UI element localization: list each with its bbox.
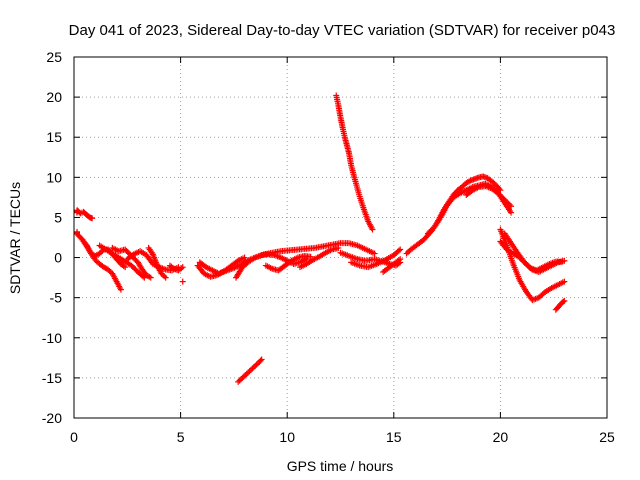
data-point bbox=[561, 278, 568, 285]
y-tick-label: -5 bbox=[50, 290, 63, 306]
x-tick-label: 20 bbox=[493, 429, 509, 445]
y-axis-label: SDTVAR / TECUs bbox=[7, 182, 23, 294]
y-tick-label: -15 bbox=[42, 370, 62, 386]
data-point bbox=[335, 244, 342, 251]
y-tick-label: -20 bbox=[42, 410, 62, 426]
series-arc-q bbox=[348, 246, 404, 271]
series-arc-d bbox=[96, 242, 148, 281]
data-point bbox=[179, 264, 186, 271]
axis-ticks: 0 5 10 15 20 25 -20 -15 -10 -5 0 5 10 15 20 25 bbox=[42, 49, 615, 445]
data-point bbox=[179, 278, 186, 285]
series-arc-o bbox=[296, 244, 342, 271]
series-arc-w bbox=[463, 183, 515, 210]
data-point bbox=[147, 274, 154, 281]
y-tick-label: 15 bbox=[46, 129, 62, 145]
data-point bbox=[241, 254, 248, 261]
series-arc-a bbox=[74, 207, 96, 222]
data-point bbox=[117, 286, 124, 293]
series-arc-m bbox=[252, 240, 378, 261]
data-point bbox=[497, 187, 504, 194]
data-point bbox=[258, 356, 265, 363]
data-point bbox=[508, 209, 515, 216]
data-point bbox=[559, 258, 566, 265]
data-point bbox=[508, 203, 515, 210]
y-tick-label: 10 bbox=[46, 169, 62, 185]
data-point bbox=[561, 297, 568, 304]
data-point bbox=[369, 226, 376, 233]
series-arc-h bbox=[166, 262, 186, 274]
y-tick-label: -10 bbox=[42, 330, 62, 346]
data-point bbox=[371, 250, 378, 257]
data-points bbox=[74, 92, 568, 385]
series-arc-aa bbox=[552, 297, 568, 313]
y-tick-label: 25 bbox=[46, 49, 62, 65]
data-point bbox=[162, 274, 169, 281]
series-arc-r bbox=[380, 256, 404, 275]
data-point bbox=[122, 264, 129, 271]
data-point bbox=[397, 246, 404, 253]
x-tick-label: 10 bbox=[279, 429, 295, 445]
x-axis-label: GPS time / hours bbox=[287, 458, 394, 474]
data-point bbox=[257, 357, 264, 364]
series-arc-k bbox=[196, 254, 248, 277]
data-point bbox=[397, 256, 404, 263]
data-point bbox=[89, 215, 96, 222]
x-tick-label: 25 bbox=[599, 429, 615, 445]
x-tick-label: 5 bbox=[177, 429, 185, 445]
series-arc-s bbox=[333, 92, 376, 233]
series-arc-i bbox=[179, 278, 186, 285]
data-point bbox=[560, 298, 567, 305]
series-arc-g bbox=[145, 244, 169, 281]
data-point bbox=[395, 247, 402, 254]
series-arc-z bbox=[501, 230, 566, 274]
x-tick-label: 15 bbox=[386, 429, 402, 445]
x-tick-label: 0 bbox=[70, 429, 78, 445]
series-arc-p bbox=[337, 249, 404, 269]
series-arc-e bbox=[109, 244, 154, 281]
y-tick-label: 0 bbox=[54, 250, 62, 266]
chart-title: Day 041 of 2023, Sidereal Day-to-day VTE… bbox=[69, 22, 616, 39]
plot-border bbox=[73, 56, 608, 419]
y-tick-label: 5 bbox=[54, 209, 62, 225]
y-tick-label: 20 bbox=[46, 89, 62, 105]
data-point bbox=[506, 201, 513, 208]
series-arc-t bbox=[235, 356, 265, 385]
series-arc-n bbox=[262, 252, 314, 274]
series-arc-x bbox=[497, 226, 568, 304]
